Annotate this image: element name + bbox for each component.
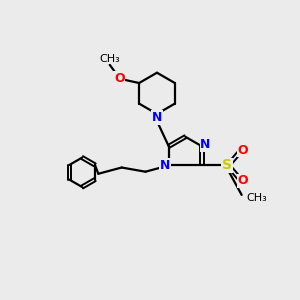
Text: N: N: [160, 159, 170, 172]
Text: S: S: [222, 158, 232, 172]
Text: N: N: [152, 111, 162, 124]
Text: O: O: [114, 71, 125, 85]
Text: O: O: [238, 144, 248, 157]
Text: N: N: [200, 138, 211, 151]
Text: CH₃: CH₃: [246, 193, 267, 203]
Text: O: O: [238, 174, 248, 187]
Text: CH₃: CH₃: [99, 54, 120, 64]
Text: methoxy: methoxy: [105, 59, 111, 60]
Text: methoxy: methoxy: [108, 58, 115, 60]
